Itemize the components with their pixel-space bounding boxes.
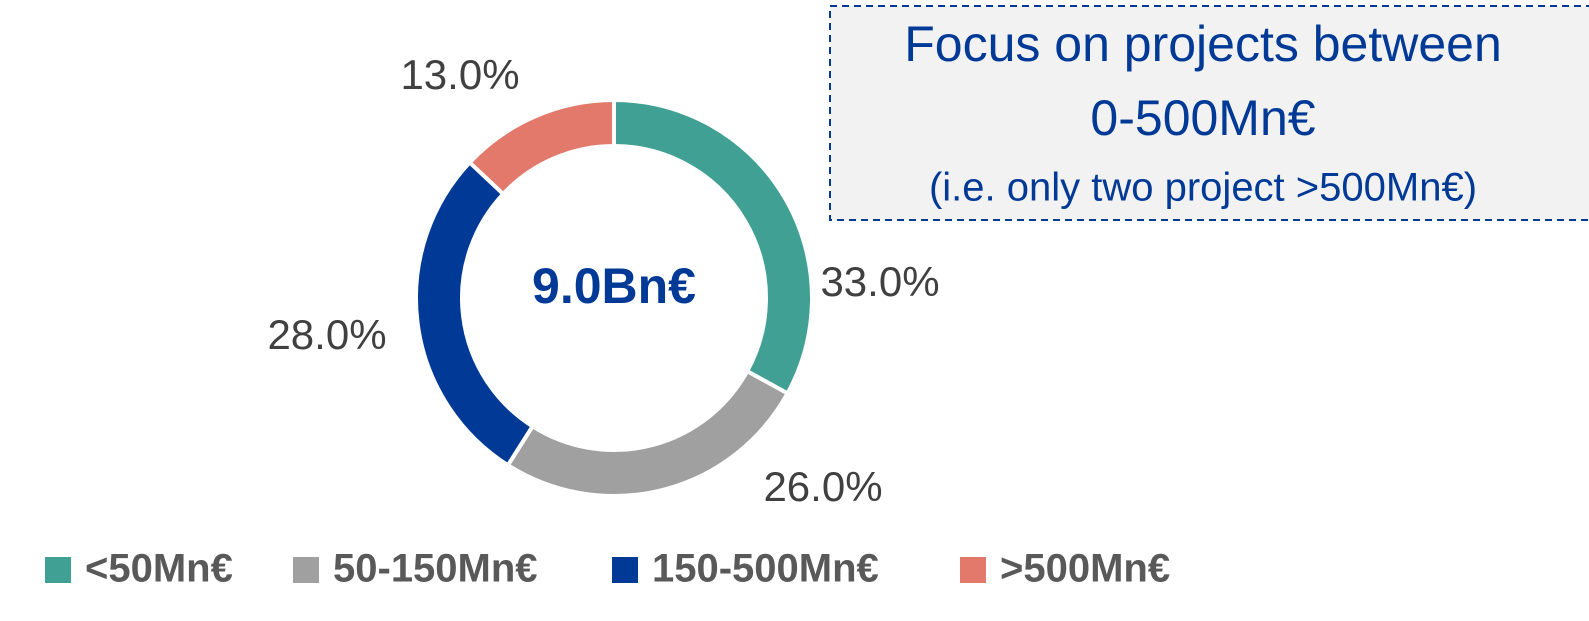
legend-swatch xyxy=(612,557,638,583)
legend-swatch xyxy=(293,557,319,583)
data-label: 26.0% xyxy=(763,463,882,510)
legend-label: <50Mn€ xyxy=(85,547,233,591)
annotation-line: (i.e. only two project >500Mn€) xyxy=(929,166,1477,210)
legend-swatch xyxy=(960,557,986,583)
annotation-line: Focus on projects between xyxy=(904,16,1502,72)
annotation-line: 0-500Mn€ xyxy=(1090,90,1315,146)
donut-slice xyxy=(505,368,791,498)
annotation-box xyxy=(829,5,1589,221)
legend-swatch xyxy=(45,557,71,583)
legend-label: 150-500Mn€ xyxy=(652,547,879,591)
data-label: 28.0% xyxy=(267,311,386,358)
data-label: 33.0% xyxy=(820,258,939,305)
data-label: 13.0% xyxy=(400,51,519,98)
donut-slice xyxy=(466,97,616,197)
legend-label: >500Mn€ xyxy=(1000,547,1170,591)
legend-label: 50-150Mn€ xyxy=(333,547,538,591)
donut-slice xyxy=(612,97,814,397)
donut-slice xyxy=(414,159,536,468)
center-label: 9.0Bn€ xyxy=(532,258,696,314)
